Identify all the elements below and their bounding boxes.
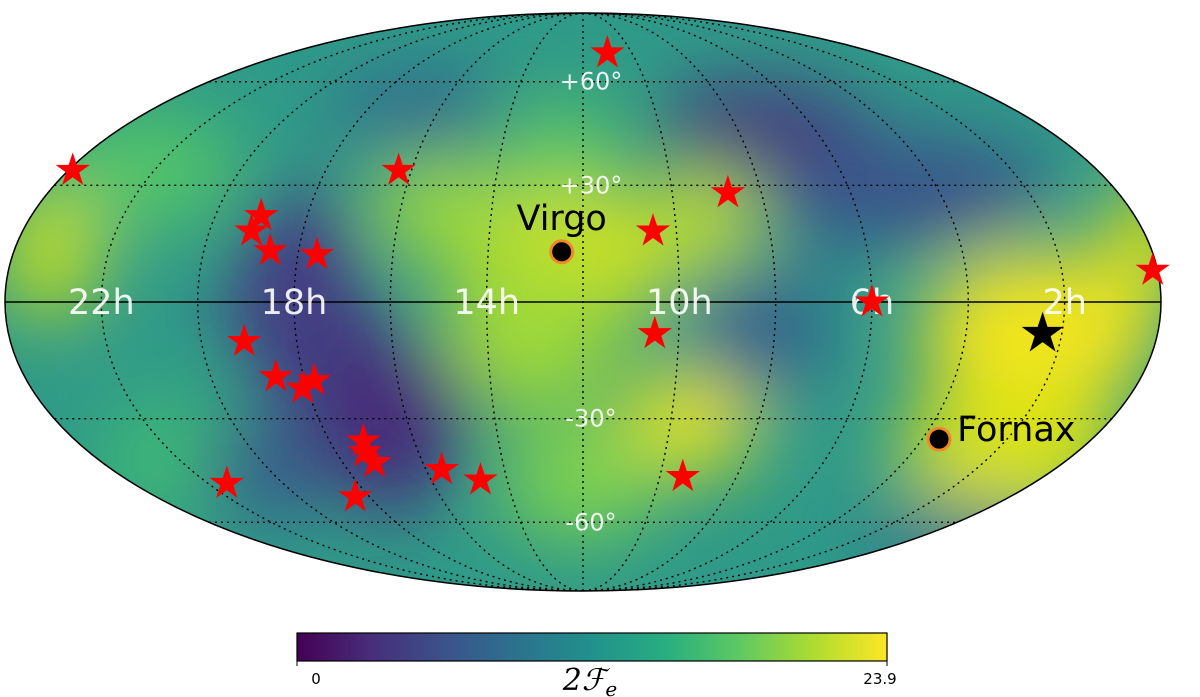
ra-label: 22h	[68, 283, 135, 323]
dec-label: +60°	[560, 68, 623, 96]
ra-label: 2h	[1042, 283, 1086, 323]
virgo-cluster-marker	[549, 239, 575, 265]
virgo-cluster-label: Virgo	[517, 199, 607, 239]
ra-label: 18h	[261, 283, 328, 323]
dec-label: +30°	[560, 171, 623, 199]
colorbar-min-label: 0	[311, 670, 321, 688]
ra-grid-line	[582, 13, 680, 591]
ra-grid-line	[100, 13, 584, 591]
ra-grid-line	[486, 13, 584, 591]
dec-label: -30°	[565, 405, 616, 433]
colorbar-title: 2ℱe	[562, 663, 618, 697]
fornax-cluster-marker	[926, 426, 952, 452]
ra-label: 10h	[646, 283, 713, 323]
sky-boundary	[4, 12, 1162, 592]
dec-label: -60°	[565, 508, 616, 536]
dec-axis-labels: +60° +30° -30° -60°	[560, 68, 623, 537]
colorbar-title-subscript: e	[605, 677, 617, 697]
fornax-cluster-label: Fornax	[957, 410, 1075, 450]
colorbar-max-label: 23.9	[863, 670, 896, 688]
colorbar-title-main: 2ℱ	[562, 663, 611, 697]
colorbar-gradient	[296, 632, 888, 662]
cluster-markers: Virgo Fornax	[517, 199, 1076, 452]
colorbar: 0 23.9 2ℱe	[296, 632, 897, 697]
ra-label: 14h	[453, 283, 520, 323]
